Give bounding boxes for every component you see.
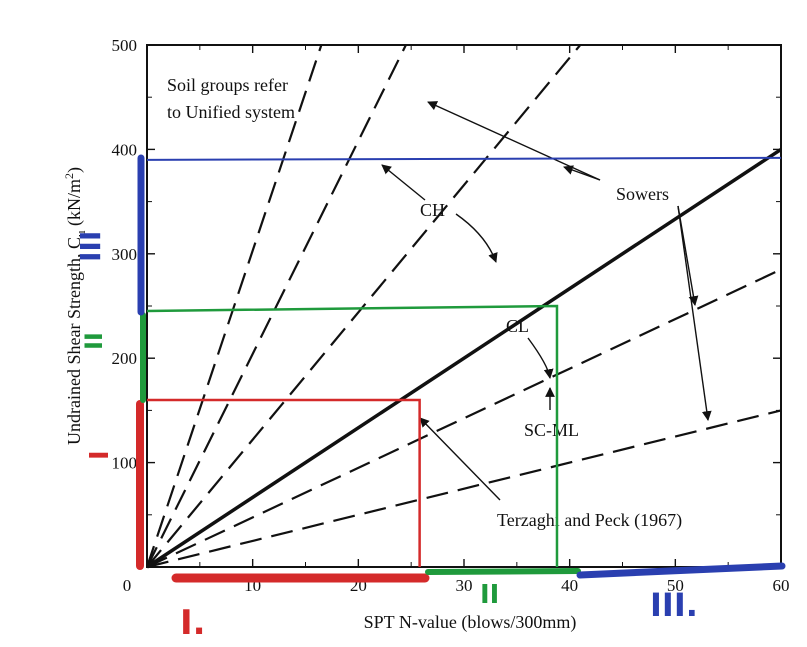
y-tick-label: 300 xyxy=(112,245,138,264)
arrow-ch-1 xyxy=(381,164,426,201)
x-axis-label: SPT N-value (blows/300mm) xyxy=(364,612,577,633)
handwritten-x-green: II xyxy=(480,580,499,610)
series-line-dashed-2 xyxy=(146,44,407,568)
series-line-dashed-5 xyxy=(146,409,782,569)
blue-horizontal-line xyxy=(146,156,782,161)
y-tick-label: 200 xyxy=(112,349,138,368)
x-tick-label: 40 xyxy=(561,576,578,595)
x-tick-label: 0 xyxy=(123,576,132,595)
label-terzaghi-peck: Terzaghi and Peck (1967) xyxy=(497,510,682,531)
handwritten-y-blue: III xyxy=(74,231,107,262)
note-line-1: Soil groups refer xyxy=(167,75,288,95)
handwritten-x-blue: III. xyxy=(650,586,698,624)
series-line-dashed-3 xyxy=(146,44,582,568)
x-tick-label: 50 xyxy=(667,576,684,595)
green-axis-highlight xyxy=(425,568,581,575)
x-tick-label: 30 xyxy=(456,576,473,595)
y-tick-label: 400 xyxy=(112,140,138,159)
y-tick-label: 100 xyxy=(112,454,138,473)
handwritten-y-green: II xyxy=(80,332,108,350)
red-bounding-lines xyxy=(147,398,421,567)
handwritten-x-red: I. xyxy=(180,603,206,643)
label-sowers: Sowers xyxy=(616,184,669,204)
arrow-terzaghi xyxy=(419,417,501,501)
series-layer xyxy=(145,44,782,569)
series-line-dashed-1 xyxy=(145,44,323,568)
y-tick-label: 500 xyxy=(112,36,138,55)
y-axis-label: Undrained Shear Strength, Cu (kN/m2) xyxy=(62,167,88,445)
arrow-ch-2 xyxy=(455,213,498,263)
label-ch: CH xyxy=(420,200,445,220)
blue-axis-highlight xyxy=(576,562,786,579)
series-line-dashed-4 xyxy=(146,268,782,568)
overlay-layer xyxy=(146,156,782,567)
arrow-sowers-1 xyxy=(427,101,601,181)
series-line-solid xyxy=(146,147,782,569)
annotation-arrows xyxy=(381,101,712,501)
y-axis-label-unit-close: ) xyxy=(64,167,85,173)
label-sc-ml: SC-ML xyxy=(524,420,579,440)
y-axis-label-main: Undrained Shear Strength, C xyxy=(64,237,84,445)
y-axis-label-sub: u xyxy=(73,230,88,237)
arrow-sowers-4 xyxy=(677,205,712,421)
note-line-2: to Unified system xyxy=(167,102,295,122)
arrow-cl xyxy=(527,337,554,379)
y-axis-label-unit-sup: 2 xyxy=(62,173,76,179)
y-axis-label-unit: (kN/m xyxy=(64,179,85,226)
arrow-sowers-2 xyxy=(563,165,601,181)
handwritten-y-red: I xyxy=(85,450,115,460)
green-bounding-lines xyxy=(146,304,559,567)
x-tick-label: 60 xyxy=(773,576,790,595)
